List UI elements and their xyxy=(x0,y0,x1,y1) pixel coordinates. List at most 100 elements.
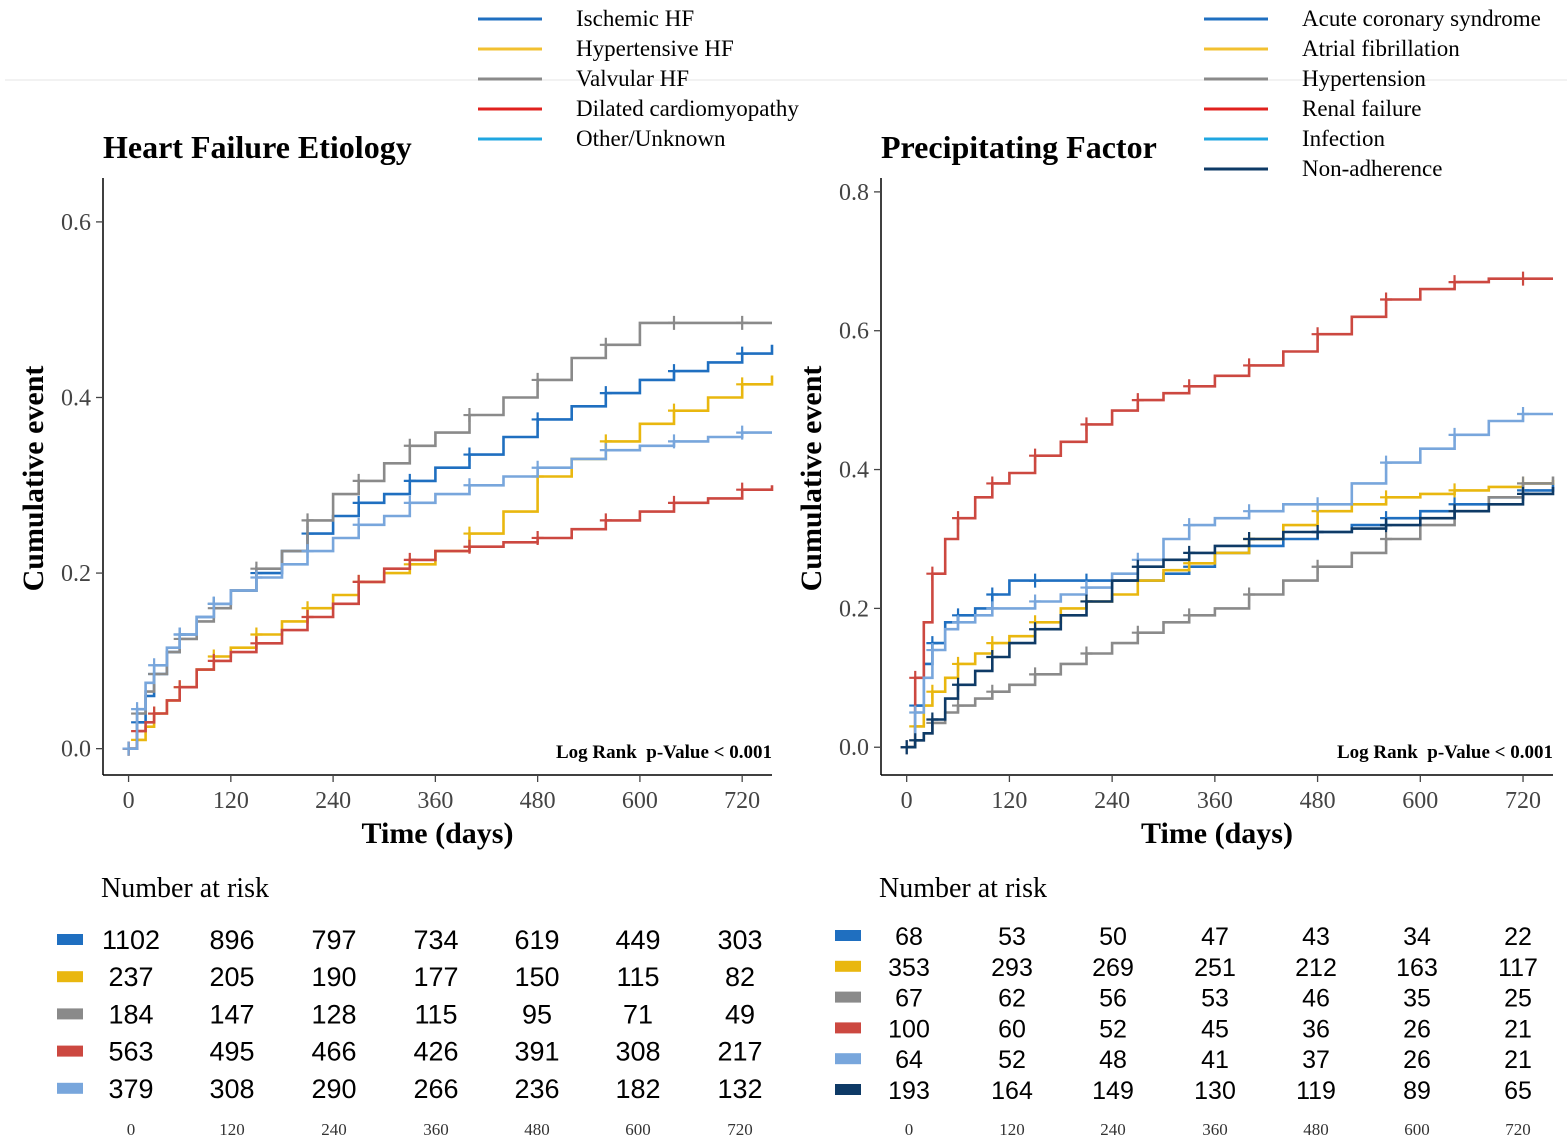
censor-mark xyxy=(1131,559,1144,574)
censor-mark xyxy=(952,698,965,713)
risk-cell: 290 xyxy=(311,1074,356,1104)
censor-mark xyxy=(986,587,999,602)
risk-time-label: 0 xyxy=(127,1120,136,1139)
risk-row-swatch xyxy=(57,971,83,983)
y-tick-label: 0.2 xyxy=(839,596,869,622)
x-tick-label: 360 xyxy=(417,788,453,814)
censor-mark xyxy=(531,460,544,475)
censor-mark xyxy=(986,649,999,664)
risk-cell: 193 xyxy=(888,1077,930,1105)
censor-mark xyxy=(463,447,476,462)
series-line xyxy=(906,480,1555,749)
censor-mark xyxy=(1029,448,1042,463)
censor-mark xyxy=(1448,504,1461,519)
series-line xyxy=(128,431,772,750)
censor-mark xyxy=(1517,407,1530,422)
risk-cell: 53 xyxy=(998,923,1026,951)
censor-mark xyxy=(1380,531,1393,546)
censor-mark xyxy=(463,478,476,493)
risk-cell: 379 xyxy=(108,1074,153,1104)
censor-mark xyxy=(926,684,939,699)
risk-cell: 266 xyxy=(413,1074,458,1104)
censor-mark xyxy=(1517,271,1530,286)
risk-cell: 269 xyxy=(1092,954,1134,982)
censor-mark xyxy=(1183,545,1196,560)
risk-cell: 71 xyxy=(623,999,653,1029)
legend-label: Dilated cardiomyopathy xyxy=(576,96,799,121)
censor-mark xyxy=(986,684,999,699)
risk-cell: 177 xyxy=(413,962,458,992)
series-line xyxy=(906,412,1553,749)
censor-mark xyxy=(301,609,314,624)
legend-label: Infection xyxy=(1302,126,1386,151)
risk-cell: 495 xyxy=(209,1037,254,1067)
censor-mark xyxy=(1243,587,1256,602)
y-tick-label: 0.8 xyxy=(839,180,869,206)
risk-cell: 26 xyxy=(1403,1015,1431,1043)
risk-cell: 119 xyxy=(1296,1077,1336,1105)
series-4 xyxy=(122,482,774,756)
risk-cell: 190 xyxy=(311,962,356,992)
censor-mark xyxy=(207,596,220,611)
censor-mark xyxy=(1380,292,1393,307)
risk-row-swatch xyxy=(835,991,861,1003)
series-line xyxy=(128,344,774,750)
risk-cell: 89 xyxy=(1403,1077,1431,1105)
risk-row-swatch xyxy=(835,960,861,972)
x-tick-label: 0 xyxy=(901,788,913,814)
censor-mark xyxy=(352,473,365,488)
risk-row-swatch xyxy=(835,1084,861,1095)
x-tick-label: 480 xyxy=(520,788,556,814)
censor-mark xyxy=(1311,559,1324,574)
censor-mark xyxy=(1080,594,1093,609)
censor-mark xyxy=(1448,427,1461,442)
risk-cell: 130 xyxy=(1194,1077,1236,1105)
x-tick-label: 0 xyxy=(123,788,135,814)
risk-cell: 37 xyxy=(1302,1046,1330,1074)
y-axis-label: Cumulative event xyxy=(17,366,50,592)
risk-cell: 163 xyxy=(1396,954,1438,982)
risk-cell: 50 xyxy=(1099,923,1127,951)
censor-mark xyxy=(1448,275,1461,290)
censor-mark xyxy=(736,482,749,497)
x-tick-label: 240 xyxy=(1094,788,1130,814)
legend-label: Other/Unknown xyxy=(576,126,726,151)
x-tick-label: 120 xyxy=(213,788,249,814)
censor-mark xyxy=(1183,379,1196,394)
censor-mark xyxy=(986,601,999,616)
panel-2: Precipitating Factor 0.0 0.2 0.4 0.6 0.8 0 120 2… xyxy=(795,6,1555,1139)
x-axis-label: Time (days) xyxy=(362,817,514,850)
censor-mark xyxy=(122,741,135,756)
legend-label: Ischemic HF xyxy=(576,6,694,31)
censor-mark xyxy=(403,473,416,488)
x-tick-label: 240 xyxy=(315,788,351,814)
risk-time-label: 240 xyxy=(321,1120,347,1139)
risk-cell: 48 xyxy=(1099,1046,1127,1074)
censor-mark xyxy=(173,627,186,642)
risk-row-swatch xyxy=(835,930,861,941)
censor-mark xyxy=(207,653,220,668)
risk-time-label: 720 xyxy=(727,1120,753,1139)
censor-mark xyxy=(952,677,965,692)
risk-time-label: 360 xyxy=(423,1120,449,1139)
censor-mark xyxy=(986,636,999,651)
censor-mark xyxy=(952,511,965,526)
censor-mark xyxy=(1029,594,1042,609)
risk-row-swatch xyxy=(57,1045,83,1057)
censor-mark xyxy=(1517,486,1530,501)
y-axis-label: Cumulative event xyxy=(795,366,828,592)
censor-mark xyxy=(352,495,365,510)
risk-cell: 391 xyxy=(514,1037,559,1067)
x-tick-label: 600 xyxy=(1402,788,1438,814)
censor-mark xyxy=(926,712,939,727)
censor-mark xyxy=(1183,608,1196,623)
risk-cell: 35 xyxy=(1403,985,1431,1013)
censor-mark xyxy=(1080,646,1093,661)
risk-cell: 184 xyxy=(108,999,153,1029)
censor-mark xyxy=(986,476,999,491)
risk-cell: 60 xyxy=(998,1015,1026,1043)
censor-mark xyxy=(1183,518,1196,533)
risk-cell: 67 xyxy=(895,985,923,1013)
risk-cell: 128 xyxy=(311,999,356,1029)
risk-cell: 212 xyxy=(1295,954,1337,982)
